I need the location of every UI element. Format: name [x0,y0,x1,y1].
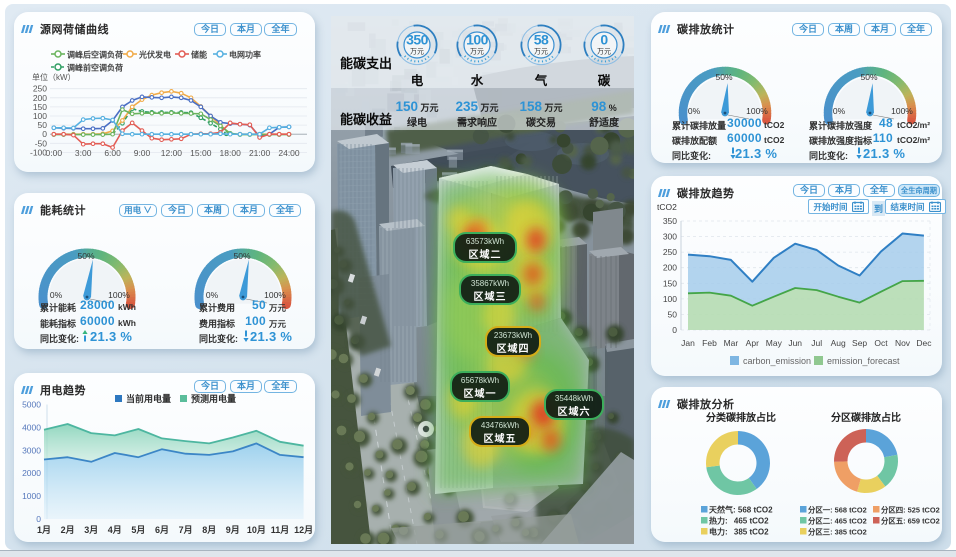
svg-text:0: 0 [600,32,608,48]
svg-text:Jun: Jun [788,338,802,348]
svg-text:0%: 0% [833,106,846,116]
svg-text:Jan: Jan [681,338,695,348]
svg-text:预测用电量: 预测用电量 [191,393,236,404]
svg-text:12月: 12月 [294,525,313,535]
svg-text:12:00: 12:00 [161,148,183,158]
svg-text:4月: 4月 [108,525,122,535]
svg-text:分区五: 659 tCO2: 分区五: 659 tCO2 [881,516,940,525]
svg-text:1000: 1000 [22,491,41,501]
svg-text:9月: 9月 [226,525,240,535]
svg-text:电力: 385 tCO2: 电力: 385 tCO2 [709,526,769,536]
svg-text:24:00: 24:00 [278,148,300,158]
svg-text:光伏发电: 光伏发电 [138,50,171,60]
svg-text:tCO2: tCO2 [657,202,677,212]
svg-text:58: 58 [534,32,549,48]
svg-text:0: 0 [36,514,41,524]
svg-text:emission_forecast: emission_forecast [827,356,900,366]
svg-text:8月: 8月 [202,525,216,535]
svg-text:6:00: 6:00 [104,148,121,158]
svg-text:3:00: 3:00 [75,148,92,158]
svg-text:250: 250 [33,84,47,94]
svg-text:分区四: 525 tCO2: 分区四: 525 tCO2 [881,505,940,514]
svg-text:调峰前空调负荷: 调峰前空调负荷 [67,63,123,73]
svg-text:0: 0 [672,325,677,335]
svg-text:300: 300 [663,232,677,242]
svg-text:万元: 万元 [534,48,548,56]
svg-text:储能: 储能 [190,50,207,60]
svg-text:100: 100 [466,32,489,48]
svg-text:0%: 0% [688,106,701,116]
svg-text:150: 150 [663,278,677,288]
svg-text:150: 150 [33,102,47,112]
svg-text:18:00: 18:00 [220,148,242,158]
svg-text:单位（kW）: 单位（kW） [32,72,76,82]
svg-text:Feb: Feb [702,338,717,348]
svg-text:50%: 50% [860,72,877,82]
svg-text:100%: 100% [746,106,768,116]
svg-text:当前用电量: 当前用电量 [126,393,171,404]
svg-text:2月: 2月 [61,525,75,535]
svg-text:100: 100 [33,111,47,121]
svg-text:分区二: 465 tCO2: 分区二: 465 tCO2 [808,516,867,525]
svg-text:Apr: Apr [746,338,759,348]
svg-text:天然气: 568 tCO2: 天然气: 568 tCO2 [709,504,773,514]
svg-text:-50: -50 [35,138,48,148]
svg-text:3000: 3000 [22,445,41,455]
svg-text:7月: 7月 [179,525,193,535]
svg-text:21:00: 21:00 [249,148,271,158]
svg-text:0:00: 0:00 [46,148,63,158]
svg-text:Nov: Nov [895,338,911,348]
svg-text:9:00: 9:00 [134,148,151,158]
svg-text:100%: 100% [891,106,913,116]
svg-text:分区一: 568 tCO2: 分区一: 568 tCO2 [808,505,867,514]
svg-text:11月: 11月 [271,525,290,535]
svg-text:-100: -100 [30,147,47,157]
svg-text:200: 200 [33,93,47,103]
svg-text:分区三: 385 tCO2: 分区三: 385 tCO2 [808,527,867,536]
svg-text:100%: 100% [264,290,286,300]
svg-text:Mar: Mar [724,338,739,348]
svg-text:5月: 5月 [131,525,145,535]
svg-text:50%: 50% [715,72,732,82]
svg-text:May: May [766,338,783,348]
svg-text:6月: 6月 [155,525,169,535]
svg-text:1月: 1月 [37,525,51,535]
svg-text:2000: 2000 [22,468,41,478]
svg-text:5000: 5000 [22,400,41,410]
svg-text:4000: 4000 [22,422,41,432]
svg-text:0%: 0% [206,290,219,300]
svg-text:万元: 万元 [470,48,484,56]
svg-text:Jul: Jul [811,338,822,348]
svg-text:Dec: Dec [916,338,932,348]
svg-text:50: 50 [668,309,678,319]
svg-text:0: 0 [42,129,47,139]
svg-text:万元: 万元 [597,48,611,56]
svg-text:10月: 10月 [247,525,266,535]
svg-text:0%: 0% [50,290,63,300]
svg-text:Oct: Oct [874,338,888,348]
svg-text:Aug: Aug [831,338,846,348]
svg-text:350: 350 [663,216,677,226]
svg-text:电网功率: 电网功率 [229,50,261,60]
svg-text:3月: 3月 [84,525,98,535]
svg-text:50%: 50% [233,251,250,261]
svg-text:15:00: 15:00 [190,148,212,158]
svg-text:100%: 100% [108,290,130,300]
svg-text:100: 100 [663,294,677,304]
svg-text:carbon_emission: carbon_emission [743,356,811,366]
svg-text:万元: 万元 [410,48,424,56]
svg-text:200: 200 [663,263,677,273]
svg-text:50: 50 [38,120,48,130]
svg-text:热力: 465 tCO2: 热力: 465 tCO2 [709,515,769,525]
svg-text:调峰后空调负荷: 调峰后空调负荷 [67,50,123,60]
svg-text:Sep: Sep [852,338,867,348]
svg-text:50%: 50% [77,251,94,261]
svg-text:250: 250 [663,247,677,257]
svg-text:350: 350 [406,32,429,48]
